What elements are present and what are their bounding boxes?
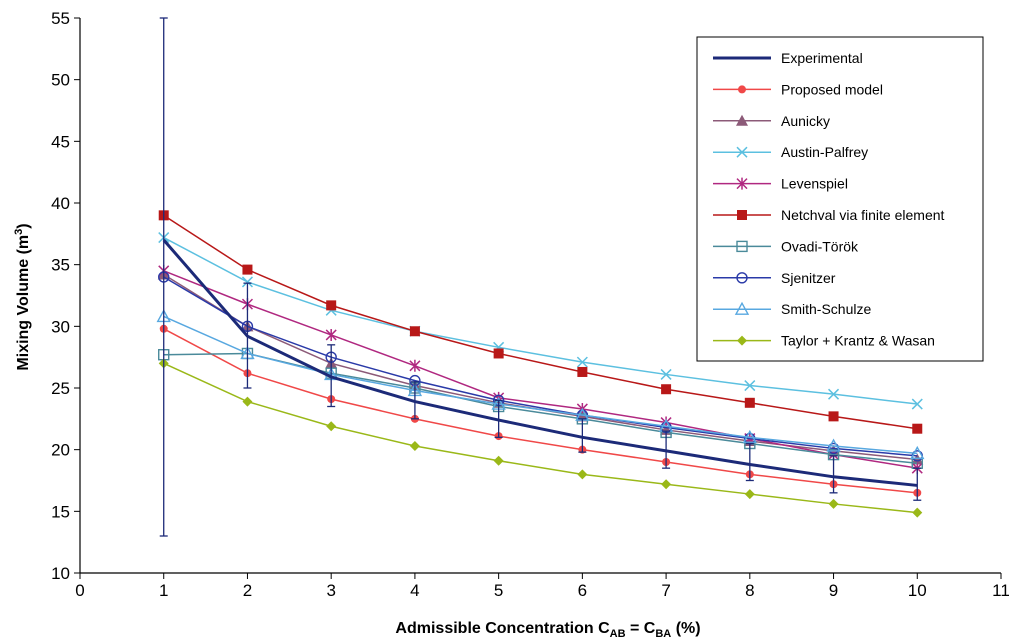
series-line-netchval-via-finite-element (163, 214, 918, 430)
series-line-smith-schulze (163, 315, 918, 455)
series-layer (156, 17, 925, 537)
legend-label: Levenspiel (781, 176, 848, 192)
y-tick-label: 15 (51, 502, 70, 521)
data-point-taylor-krantz-wasan (577, 469, 588, 480)
legend-marker (738, 85, 746, 94)
data-point-smith-schulze (910, 445, 925, 460)
y-axis-title: Mixing Volume (m3) (13, 223, 32, 370)
data-point-netchval-via-finite-element (828, 411, 839, 422)
legend-marker (736, 114, 748, 126)
data-point-levenspiel (409, 359, 421, 372)
series-line-austin-palfrey (163, 236, 918, 405)
x-tick-label: 7 (661, 581, 670, 600)
y-tick-label: 35 (51, 256, 70, 275)
legend-label: Ovadi-Török (781, 238, 859, 254)
y-tick-label: 30 (51, 317, 70, 336)
x-tick-label: 9 (829, 581, 838, 600)
y-tick-label: 20 (51, 441, 70, 460)
x-tick-label: 6 (578, 581, 587, 600)
data-point-austin-palfrey (576, 356, 588, 368)
legend-item-austin-palfrey: Austin-Palfrey (713, 144, 868, 160)
x-tick-label: 11 (992, 581, 1010, 600)
y-tick-label: 25 (51, 379, 70, 398)
x-tick-label: 8 (745, 581, 754, 600)
x-tick-label: 1 (159, 581, 168, 600)
data-point-netchval-via-finite-element (912, 423, 923, 434)
data-point-taylor-krantz-wasan (828, 498, 839, 509)
data-point-austin-palfrey (828, 388, 840, 400)
data-point-netchval-via-finite-element (661, 384, 672, 395)
legend-item-experimental: Experimental (713, 50, 863, 66)
legend-marker (734, 301, 750, 315)
legend-item-taylor-krantz-wasan: Taylor + Krantz & Wasan (713, 333, 935, 349)
y-tick-label: 45 (51, 132, 70, 151)
y-tick-label: 50 (51, 71, 70, 90)
legend-item-levenspiel: Levenspiel (713, 176, 848, 192)
data-point-netchval-via-finite-element (577, 366, 588, 377)
series-line-experimental (162, 239, 918, 487)
data-point-netchval-via-finite-element (493, 348, 504, 359)
legend-item-sjenitzer: Sjenitzer (713, 270, 836, 286)
series-line-levenspiel (163, 270, 918, 469)
x-tick-label: 0 (75, 581, 84, 600)
legend-item-proposed-model: Proposed model (713, 81, 883, 97)
legend-label: Sjenitzer (781, 270, 836, 286)
legend: Experimental Proposed model Aunicky Austin-… (696, 36, 984, 362)
data-point-smith-schulze (826, 438, 841, 452)
legend-label: Taylor + Krantz & Wasan (781, 333, 935, 349)
legend-item-ovadi-t-r-k: Ovadi-Török (713, 238, 859, 254)
data-point-austin-palfrey (660, 368, 672, 380)
series-experimental (159, 17, 922, 537)
legend-item-aunicky: Aunicky (713, 113, 830, 129)
data-point-netchval-via-finite-element (744, 397, 755, 408)
data-point-netchval-via-finite-element (242, 264, 253, 275)
legend-marker (736, 177, 748, 190)
data-point-levenspiel (325, 328, 337, 341)
series-line-taylor-krantz-wasan (163, 362, 918, 514)
data-point-austin-palfrey (911, 398, 923, 410)
legend-item-netchval-via-finite-element: Netchval via finite element (713, 207, 945, 223)
series-line-proposed-model (163, 328, 918, 494)
x-tick-label: 3 (326, 581, 335, 600)
legend-label: Proposed model (781, 81, 883, 97)
legend-marker (736, 240, 748, 253)
data-point-taylor-krantz-wasan (409, 440, 420, 451)
x-tick-label: 2 (243, 581, 252, 600)
legend-label: Aunicky (781, 113, 830, 129)
legend-label: Austin-Palfrey (781, 144, 868, 160)
data-point-austin-palfrey (744, 380, 756, 392)
legend-label: Netchval via finite element (781, 207, 945, 223)
legend-label: Smith-Schulze (781, 301, 871, 317)
legend-marker (736, 146, 748, 158)
x-tick-label: 5 (494, 581, 503, 600)
data-point-netchval-via-finite-element (409, 326, 420, 337)
data-point-taylor-krantz-wasan (912, 507, 923, 518)
data-point-netchval-via-finite-element (326, 300, 337, 311)
series-line-sjenitzer (163, 276, 918, 457)
legend-label: Experimental (781, 50, 863, 66)
series-taylor-krantz-wasan (158, 358, 923, 518)
x-axis-title: Admissible Concentration CAB = CBA (%) (395, 620, 700, 640)
legend-marker (737, 210, 747, 220)
legend-item-smith-schulze: Smith-Schulze (713, 301, 871, 317)
y-tick-label: 55 (51, 9, 70, 28)
data-point-taylor-krantz-wasan (326, 421, 337, 432)
data-point-taylor-krantz-wasan (493, 455, 504, 466)
data-point-taylor-krantz-wasan (242, 396, 253, 407)
y-tick-label: 10 (51, 564, 70, 583)
legend-marker (736, 272, 748, 284)
legend-marker (737, 335, 747, 346)
x-tick-label: 10 (908, 581, 927, 600)
x-tick-label: 4 (410, 581, 419, 600)
y-tick-label: 40 (51, 194, 70, 213)
data-point-taylor-krantz-wasan (744, 489, 755, 500)
data-point-austin-palfrey (241, 276, 253, 288)
data-point-taylor-krantz-wasan (661, 479, 672, 490)
data-point-smith-schulze (742, 429, 757, 444)
